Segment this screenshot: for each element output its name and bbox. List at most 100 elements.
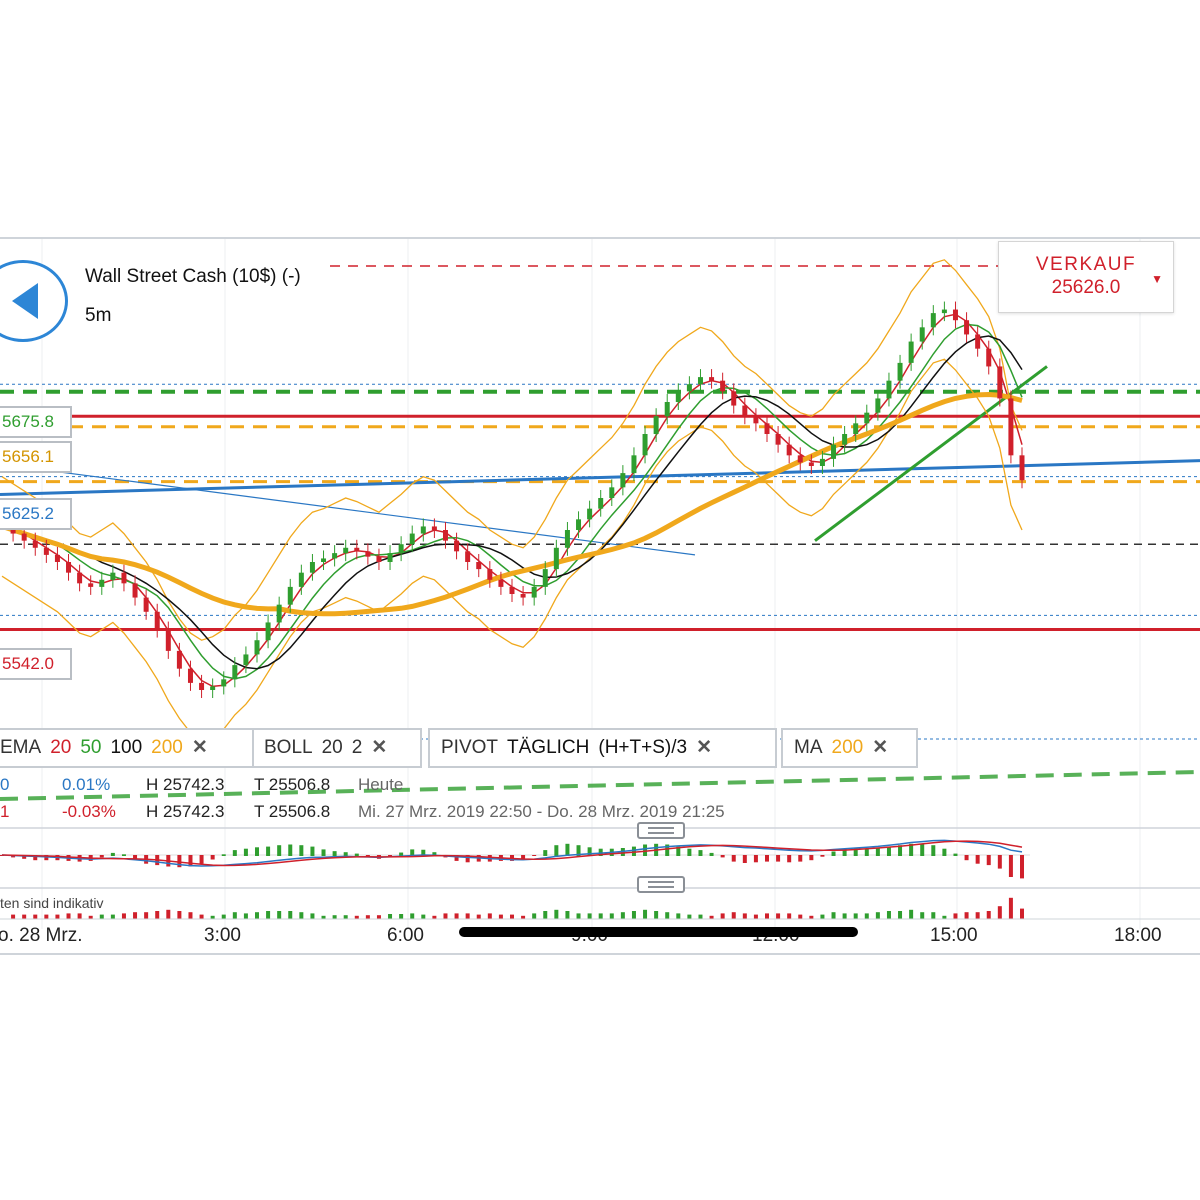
candle — [465, 551, 471, 562]
candle — [287, 586, 293, 605]
macd-bar — [886, 846, 891, 856]
candle — [808, 462, 814, 466]
x-tick-label: 3:00 — [204, 925, 241, 946]
candle — [786, 444, 792, 456]
candle — [986, 348, 992, 367]
volume-bar — [155, 911, 160, 919]
volume-bar — [731, 912, 736, 919]
volume-bar — [942, 915, 947, 919]
volume-bar — [277, 911, 282, 919]
close-icon[interactable]: ✕ — [696, 737, 712, 758]
macd-bar — [465, 855, 470, 863]
back-button[interactable] — [0, 260, 68, 342]
volume-bar — [776, 913, 781, 919]
volume-bar — [997, 906, 1002, 919]
candle — [121, 572, 127, 584]
candle — [764, 423, 770, 434]
price-tag-s2: 5542.0 — [0, 648, 72, 680]
candle — [697, 377, 703, 385]
macd-bar — [898, 845, 903, 856]
volume-bar — [676, 913, 681, 919]
candle — [675, 391, 681, 402]
volume-bar — [643, 909, 648, 919]
macd-bar — [643, 844, 648, 856]
stat1-pct: 0.01% — [62, 775, 111, 794]
macd-bar — [1020, 855, 1024, 879]
volume-bar — [376, 915, 381, 919]
ema-name: EMA — [0, 737, 42, 758]
macd-bar — [199, 855, 204, 864]
macd-bar — [931, 845, 936, 856]
candle — [897, 362, 903, 381]
candle — [243, 654, 249, 666]
candle — [498, 579, 504, 587]
candle — [221, 679, 227, 687]
stat1-low: T 25506.8 — [254, 775, 331, 794]
candle — [99, 579, 105, 587]
interval-label[interactable]: 5m — [85, 305, 112, 326]
volume-bar — [964, 912, 969, 919]
candle — [720, 380, 726, 392]
candle — [919, 327, 925, 342]
chip-pivot[interactable]: PIVOT TÄGLICH (H+T+S)/3 ✕ — [428, 728, 777, 768]
volume-bar — [221, 914, 226, 919]
volume-bar — [77, 913, 82, 919]
panel-resize-handle[interactable] — [637, 876, 685, 893]
macd-line — [1, 839, 1023, 867]
volume-bar — [388, 914, 393, 919]
volume-bar — [909, 909, 914, 919]
close-icon[interactable]: ✕ — [872, 737, 889, 758]
chart-frame[interactable] — [0, 237, 1200, 955]
macd-bar — [742, 855, 747, 863]
macd-bar — [997, 855, 1002, 869]
macd-signal-line — [1, 840, 1023, 867]
macd-bar — [22, 855, 27, 859]
volume-bar — [609, 913, 614, 919]
volume-bar — [465, 913, 470, 919]
candle — [952, 309, 958, 321]
panel-resize-handle[interactable] — [637, 822, 685, 839]
volume-bar — [210, 915, 215, 919]
candle — [1019, 455, 1025, 481]
candle — [54, 554, 60, 562]
macd-bar — [809, 855, 814, 861]
macd-bar — [909, 843, 914, 856]
chip-boll[interactable]: BOLL 20 2 ✕ — [252, 728, 422, 768]
chip-ema[interactable]: EMA 20 50 100 200 ✕ — [0, 728, 258, 768]
candle — [321, 558, 327, 562]
price-tag-s1: 5625.2 — [0, 498, 72, 530]
close-icon[interactable]: ✕ — [191, 737, 208, 758]
macd-bar — [421, 849, 426, 856]
macd-bar — [266, 846, 271, 856]
macd-bar — [121, 854, 126, 856]
home-indicator — [459, 927, 858, 937]
volume-bar — [753, 914, 758, 919]
volume-bar — [565, 911, 570, 919]
volume-bar — [188, 912, 193, 919]
macd-bar — [332, 851, 337, 856]
price-chart[interactable] — [0, 239, 1200, 953]
macd-bar — [864, 848, 869, 856]
candle — [686, 384, 692, 392]
candle — [576, 519, 582, 530]
candle — [132, 583, 138, 598]
macd-bar — [454, 855, 459, 861]
macd-bar — [321, 849, 326, 856]
sell-button[interactable]: VERKAUF 25626.0 ▼ — [998, 241, 1174, 313]
candle — [975, 334, 981, 349]
candle — [398, 544, 404, 554]
close-icon[interactable]: ✕ — [371, 737, 388, 758]
macd-bar — [842, 848, 847, 856]
candle — [77, 572, 83, 584]
candle — [10, 526, 16, 534]
volume-bar — [720, 913, 725, 919]
chip-ma[interactable]: MA 200 ✕ — [781, 728, 918, 768]
candle — [653, 416, 659, 434]
volume-bar — [310, 913, 315, 919]
macd-bar — [565, 843, 570, 856]
macd-bar — [587, 847, 592, 856]
candle — [354, 547, 360, 552]
candle — [564, 530, 570, 548]
volume-bar — [765, 913, 769, 919]
volume-bar — [288, 911, 293, 919]
